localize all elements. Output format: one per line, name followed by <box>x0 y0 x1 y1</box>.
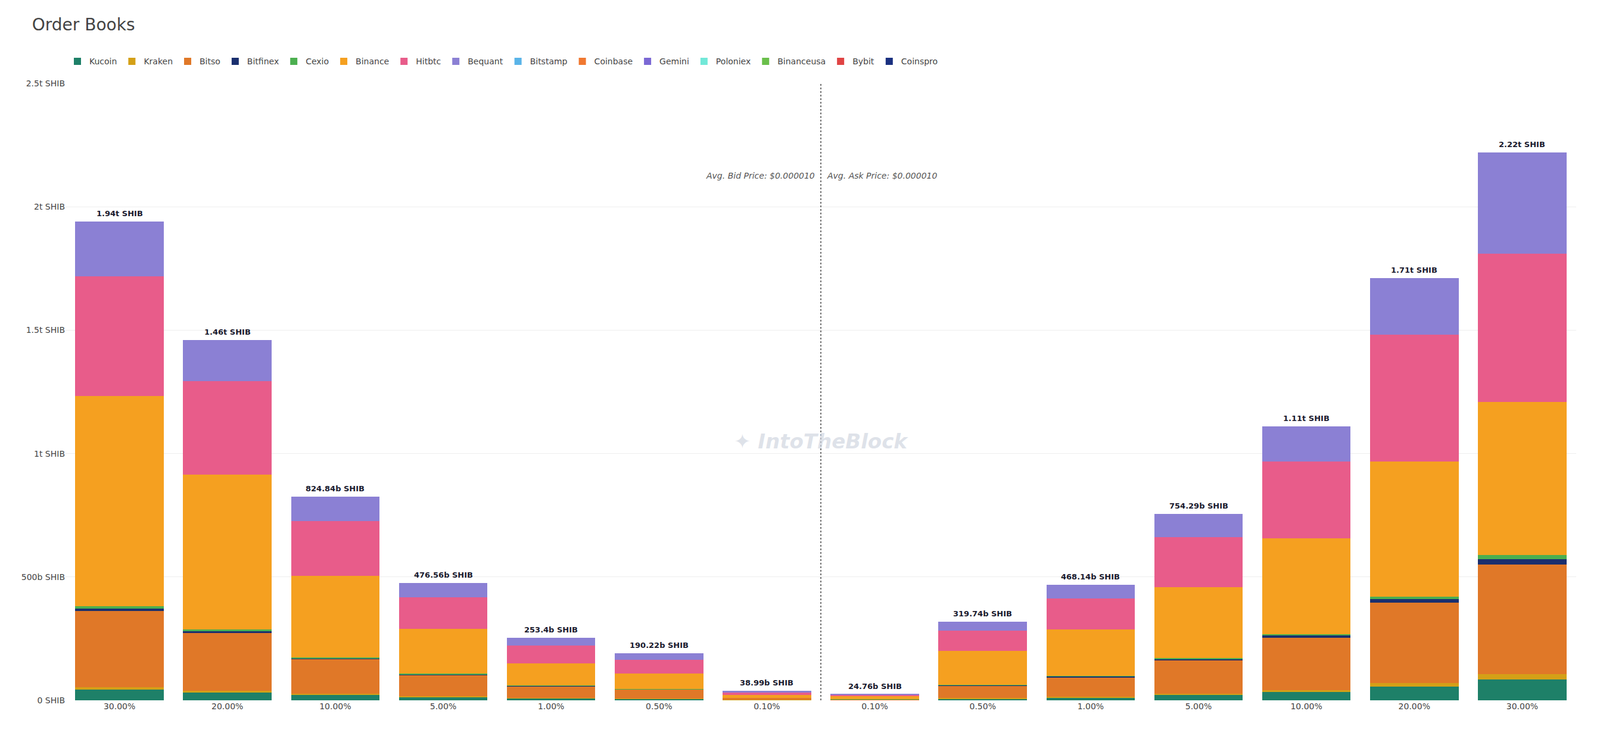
svg-text:0.50%: 0.50% <box>645 701 672 712</box>
svg-text:1.11t SHIB: 1.11t SHIB <box>1283 413 1330 423</box>
svg-text:Cexio: Cexio <box>305 56 329 67</box>
svg-text:468.14b SHIB: 468.14b SHIB <box>1060 572 1120 582</box>
svg-text:2.22t SHIB: 2.22t SHIB <box>1498 139 1546 149</box>
svg-text:Avg. Bid Price: $0.000010: Avg. Bid Price: $0.000010 <box>705 170 815 181</box>
svg-text:0 SHIB: 0 SHIB <box>36 695 65 706</box>
svg-text:500b SHIB: 500b SHIB <box>21 572 65 582</box>
svg-text:476.56b SHIB: 476.56b SHIB <box>413 570 473 580</box>
svg-text:1t SHIB: 1t SHIB <box>33 449 65 459</box>
svg-text:Hitbtc: Hitbtc <box>415 56 441 67</box>
svg-text:754.29b SHIB: 754.29b SHIB <box>1169 501 1229 511</box>
svg-text:24.76b SHIB: 24.76b SHIB <box>848 682 902 691</box>
svg-text:Coinbase: Coinbase <box>594 56 633 67</box>
svg-text:30.00%: 30.00% <box>103 701 136 712</box>
svg-text:1.71t SHIB: 1.71t SHIB <box>1390 265 1438 275</box>
svg-text:1.00%: 1.00% <box>537 701 565 712</box>
svg-text:Coinspro: Coinspro <box>901 56 938 67</box>
svg-text:38.99b SHIB: 38.99b SHIB <box>739 678 794 688</box>
svg-text:2t SHIB: 2t SHIB <box>33 201 65 212</box>
svg-text:1.46t SHIB: 1.46t SHIB <box>204 327 251 337</box>
svg-text:2.5t SHIB: 2.5t SHIB <box>26 78 65 89</box>
svg-text:Kraken: Kraken <box>143 56 173 67</box>
svg-text:20.00%: 20.00% <box>211 701 244 712</box>
svg-text:0.10%: 0.10% <box>753 701 780 712</box>
svg-text:190.22b SHIB: 190.22b SHIB <box>629 640 689 650</box>
svg-text:Bitfinex: Bitfinex <box>247 56 279 67</box>
svg-text:Kucoin: Kucoin <box>89 56 117 67</box>
svg-text:Poloniex: Poloniex <box>716 56 751 67</box>
svg-text:1.94t SHIB: 1.94t SHIB <box>96 209 143 219</box>
svg-text:20.00%: 20.00% <box>1398 701 1431 712</box>
svg-text:30.00%: 30.00% <box>1506 701 1539 712</box>
svg-text:10.00%: 10.00% <box>319 701 351 712</box>
svg-text:10.00%: 10.00% <box>1290 701 1322 712</box>
svg-text:Gemini: Gemini <box>659 56 690 67</box>
svg-text:1.00%: 1.00% <box>1077 701 1104 712</box>
svg-text:Bitso: Bitso <box>199 56 221 67</box>
svg-text:0.50%: 0.50% <box>969 701 996 712</box>
svg-text:319.74b SHIB: 319.74b SHIB <box>953 609 1013 619</box>
svg-text:1.5t SHIB: 1.5t SHIB <box>26 325 65 335</box>
svg-text:Avg. Ask Price: $0.000010: Avg. Ask Price: $0.000010 <box>826 170 938 181</box>
svg-text:253.4b SHIB: 253.4b SHIB <box>524 625 578 635</box>
svg-text:✦ IntoTheBlock: ✦ IntoTheBlock <box>733 429 909 454</box>
svg-text:0.10%: 0.10% <box>861 701 888 712</box>
svg-text:Order Books: Order Books <box>32 14 136 35</box>
svg-text:Bitstamp: Bitstamp <box>530 56 568 67</box>
svg-text:Binanceusa: Binanceusa <box>777 56 826 67</box>
svg-text:5.00%: 5.00% <box>1185 701 1212 712</box>
svg-text:824.84b SHIB: 824.84b SHIB <box>305 484 365 494</box>
svg-text:Bequant: Bequant <box>467 56 503 67</box>
svg-text:5.00%: 5.00% <box>430 701 457 712</box>
svg-text:Binance: Binance <box>355 56 389 67</box>
svg-text:Bybit: Bybit <box>852 56 875 67</box>
